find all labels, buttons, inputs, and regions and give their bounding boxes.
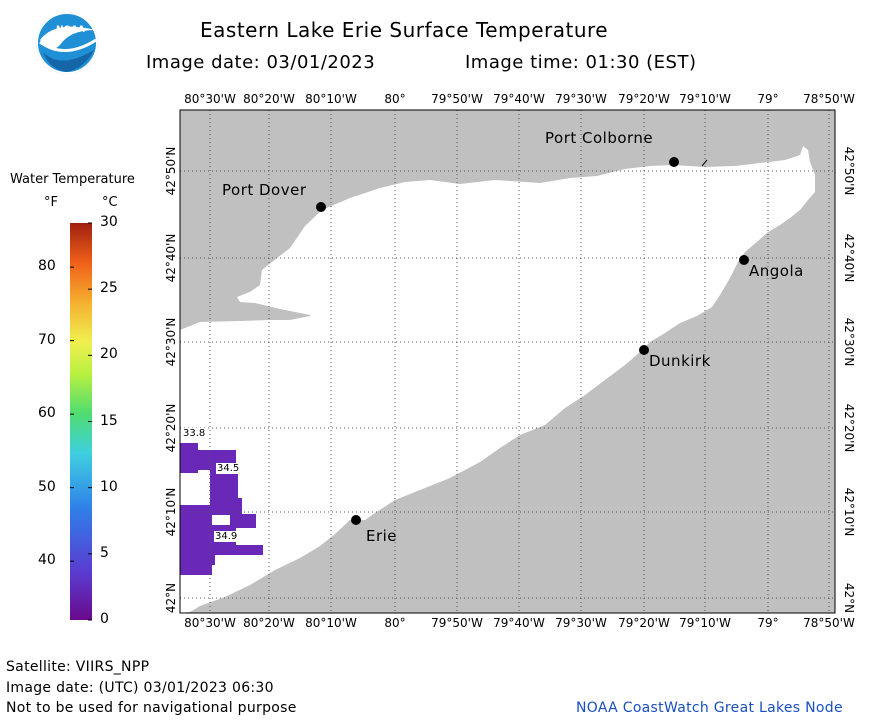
bottom-lon-tick: 79°10'W <box>679 616 731 630</box>
left-lat-tick: 42°20'N <box>164 403 178 453</box>
logo-text: NOAA <box>56 25 85 35</box>
top-lon-tick: 79°50'W <box>431 92 483 106</box>
left-lat-tick: 42°30'N <box>164 317 178 367</box>
bottom-lon-tick: 80°10'W <box>305 616 357 630</box>
legend-c-tick: 25 <box>100 280 118 297</box>
temp-label: 34.5 <box>216 463 241 474</box>
top-lon-tick: 80°30'W <box>184 92 236 106</box>
temp-label: 34.9 <box>214 531 239 542</box>
page-title: Eastern Lake Erie Surface Temperature <box>200 18 609 42</box>
top-lon-tick: 79°10'W <box>679 92 731 106</box>
top-lon-tick: 78°50'W <box>803 92 855 106</box>
footer-utc-date: Image date: (UTC) 03/01/2023 06:30 <box>6 680 274 696</box>
city-marker-angola <box>739 255 749 265</box>
bottom-lon-tick: 80°30'W <box>184 616 236 630</box>
legend-c-tick: 15 <box>100 412 118 429</box>
bottom-lon-tick: 79°30'W <box>555 616 607 630</box>
bottom-lon-tick: 80° <box>384 616 406 630</box>
city-markers <box>316 157 749 525</box>
legend-c-tick: 5 <box>100 544 109 561</box>
top-lon-tick: 79°30'W <box>555 92 607 106</box>
legend-c-tick: 10 <box>100 478 118 495</box>
legend-unit-f: °F <box>44 195 58 210</box>
top-lon-tick: 80° <box>384 92 406 106</box>
bottom-lon-tick: 80°20'W <box>243 616 295 630</box>
right-lat-tick: 42°40'N <box>842 233 856 283</box>
temp-label: 33.8 <box>182 428 207 439</box>
legend-f-tick: 70 <box>38 331 56 348</box>
top-lon-tick: 80°10'W <box>305 92 357 106</box>
city-label-port-colborne: Port Colborne <box>545 129 654 147</box>
right-lat-tick: 42°50'N <box>842 146 856 196</box>
top-lon-tick: 79°20'W <box>618 92 670 106</box>
bottom-lon-tick: 79°50'W <box>431 616 483 630</box>
lake-water <box>180 146 815 613</box>
city-marker-port-dover <box>316 202 326 212</box>
legend-c-tick: 20 <box>100 346 118 363</box>
footer-satellite: Satellite: VIIRS_NPP <box>6 659 150 675</box>
legend-f-tick: 40 <box>38 552 56 569</box>
right-lat-tick: 42°10'N <box>842 487 856 537</box>
city-marker-dunkirk <box>639 345 649 355</box>
legend-f-tick: 50 <box>38 478 56 495</box>
image-date: Image date: 03/01/2023 <box>146 52 376 73</box>
legend-unit-c: °C <box>102 195 118 210</box>
right-lat-tick: 42°20'N <box>842 403 856 453</box>
bottom-lon-tick: 79° <box>757 616 779 630</box>
legend-f-tick: 60 <box>38 405 56 422</box>
top-lon-tick: 80°20'W <box>243 92 295 106</box>
left-lat-tick: 42°N <box>164 582 178 614</box>
city-label-port-dover: Port Dover <box>222 181 307 199</box>
top-lon-tick: 79° <box>757 92 779 106</box>
city-label-dunkirk: Dunkirk <box>649 352 711 370</box>
top-lon-tick: 79°40'W <box>493 92 545 106</box>
city-label-angola: Angola <box>749 262 804 280</box>
city-marker-port-colborne <box>669 157 679 167</box>
bottom-lon-tick: 79°40'W <box>493 616 545 630</box>
right-lat-tick: 42°30'N <box>842 317 856 367</box>
city-label-erie: Erie <box>366 527 398 545</box>
bottom-lon-tick: 78°50'W <box>803 616 855 630</box>
right-lat-tick: 42°N <box>842 582 856 614</box>
left-lat-tick: 42°10'N <box>164 487 178 537</box>
legend-c-tick: 30 <box>100 214 118 230</box>
image-time: Image time: 01:30 (EST) <box>465 52 697 73</box>
legend-title: Water Temperature <box>10 172 135 187</box>
bottom-lon-tick: 79°20'W <box>618 616 670 630</box>
legend-c-tick: 0 <box>100 611 109 627</box>
legend-f-tick: 80 <box>38 258 56 275</box>
footer-disclaimer: Not to be used for navigational purpose <box>6 700 297 716</box>
city-marker-erie <box>351 515 361 525</box>
footer-credit: NOAA CoastWatch Great Lakes Node <box>576 700 843 716</box>
left-lat-tick: 42°40'N <box>164 233 178 283</box>
left-lat-tick: 42°50'N <box>164 146 178 196</box>
